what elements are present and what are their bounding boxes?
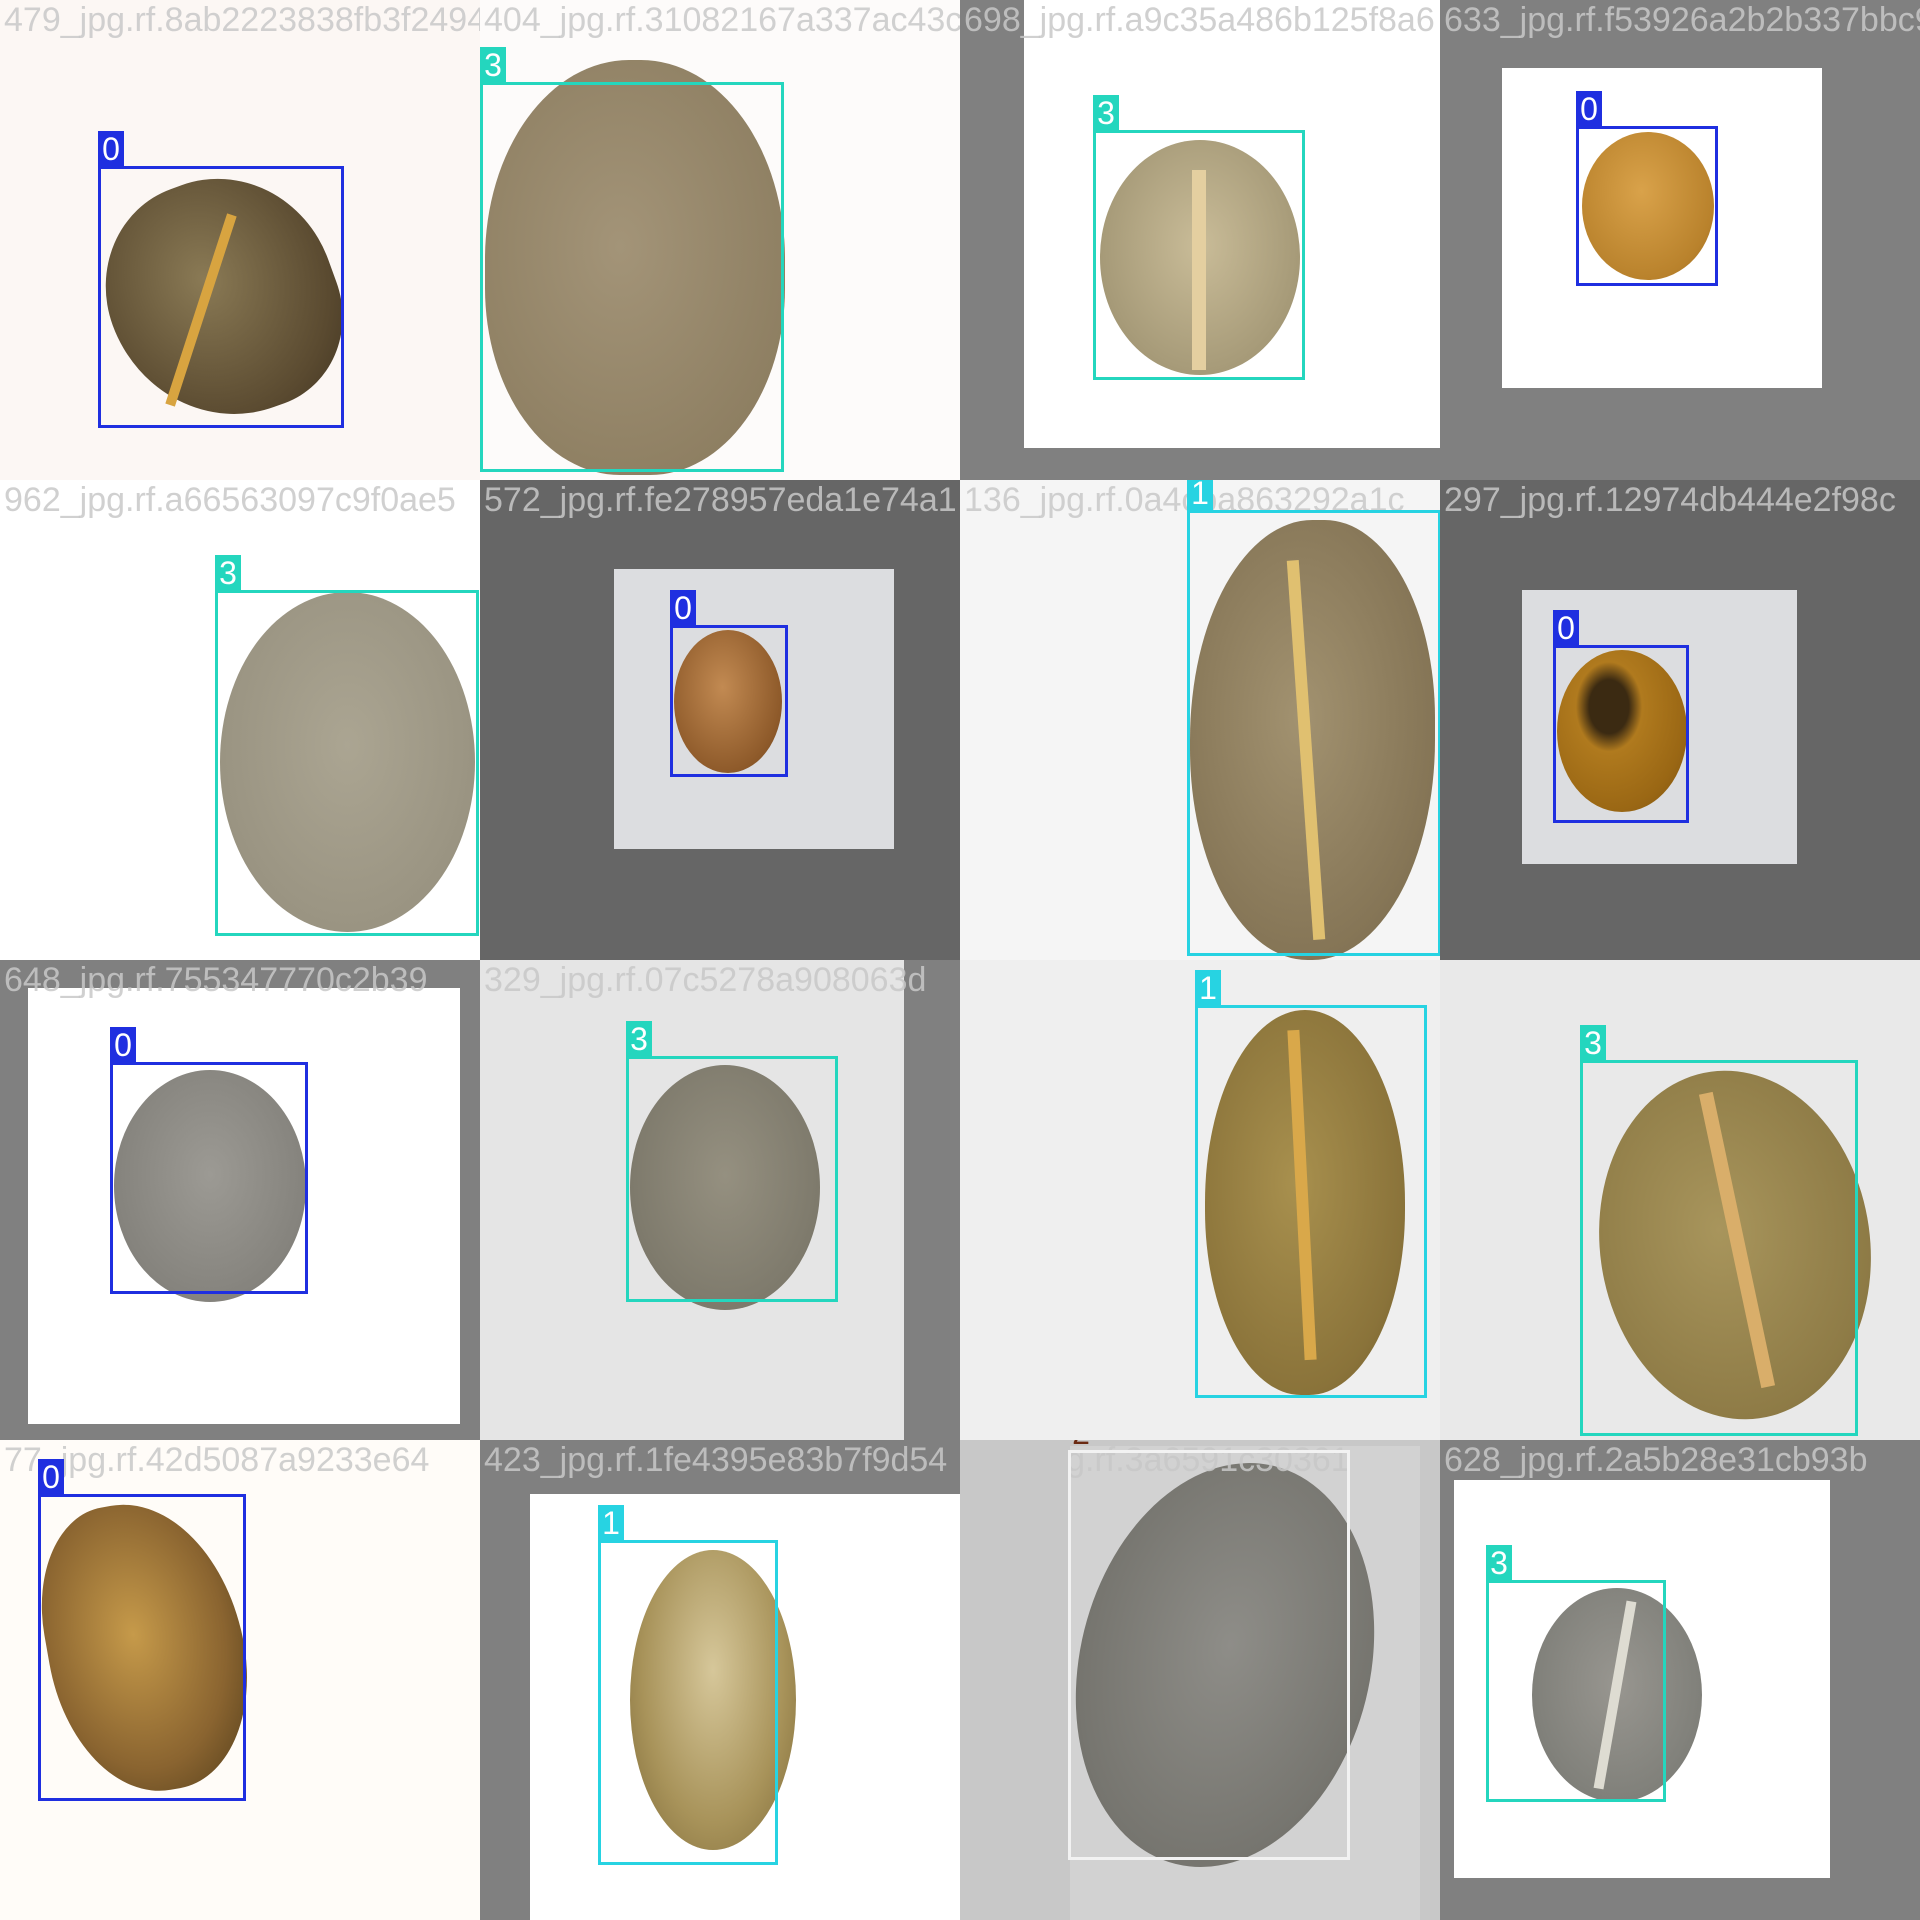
tile: 698_jpg.rf.a9c35a486b125f8a6 3 xyxy=(960,0,1440,480)
class-label: 2 xyxy=(1068,1440,1094,1451)
coffee-bean-image xyxy=(1582,132,1714,280)
detection-box: 0 xyxy=(670,590,788,777)
image-filename: 628_jpg.rf.2a5b28e31cb93b xyxy=(1444,1441,1868,1479)
image-filename: 633_jpg.rf.f53926a2b2b337bbc9 xyxy=(1444,1,1920,39)
detection-box: 3 xyxy=(626,1021,838,1302)
image-filename: 329_jpg.rf.07c5278a908063d xyxy=(484,961,927,999)
tile: 648_jpg.rf.755347770c2b39 0 xyxy=(0,960,480,1440)
class-label: 3 xyxy=(626,1021,652,1057)
detection-box: 3 xyxy=(215,555,479,936)
detection-box: 2 xyxy=(1068,1440,1350,1860)
class-label: 0 xyxy=(1576,91,1602,127)
tile: 77_jpg.rf.42d5087a9233e64 0 xyxy=(0,1440,480,1920)
coffee-bean-image xyxy=(114,1070,306,1302)
detection-box: 0 xyxy=(98,131,344,428)
class-label: 3 xyxy=(215,555,241,591)
detection-box: 1 xyxy=(598,1505,778,1865)
image-filename: 572_jpg.rf.fe278957eda1e74a1 xyxy=(484,481,957,519)
tile: 297_jpg.rf.12974db444e2f98c 0 xyxy=(1440,480,1920,960)
class-label: 3 xyxy=(480,47,506,83)
coffee-bean-image xyxy=(485,60,785,475)
detection-box: 0 xyxy=(1576,91,1718,286)
image-filename: 698_jpg.rf.a9c35a486b125f8a6 xyxy=(964,1,1435,39)
image-filename: 404_jpg.rf.31082167a337ac43c xyxy=(484,1,960,39)
class-label: 1 xyxy=(598,1505,624,1541)
image-filename: 297_jpg.rf.12974db444e2f98c xyxy=(1444,481,1896,519)
detection-box: 3 xyxy=(1580,1025,1858,1436)
image-filename: 77_jpg.rf.42d5087a9233e64 xyxy=(4,1441,430,1479)
class-label: 0 xyxy=(110,1027,136,1063)
tile: 3 xyxy=(1440,960,1920,1440)
tile: 329_jpg.rf.07c5278a908063d 3 xyxy=(480,960,960,1440)
class-label: 0 xyxy=(670,590,696,626)
image-filename: 423_jpg.rf.1fe4395e83b7f9d54 xyxy=(484,1441,948,1479)
detection-box: 1 xyxy=(1187,480,1440,956)
class-label: 1 xyxy=(1195,970,1221,1006)
tile: 572_jpg.rf.fe278957eda1e74a1 0 xyxy=(480,480,960,960)
tile: 1 xyxy=(960,960,1440,1440)
tile: 474_jpg.rf.3a6591c30361 2 xyxy=(960,1440,1440,1920)
tile: 633_jpg.rf.f53926a2b2b337bbc9 0 xyxy=(1440,0,1920,480)
tile: 136_jpg.rf.0a4cba863292a1c 1 xyxy=(960,480,1440,960)
detection-box: 3 xyxy=(1093,95,1305,380)
coffee-bean-image xyxy=(1557,650,1687,812)
tile: 479_jpg.rf.8ab2223838fb3f2494 0 xyxy=(0,0,480,480)
class-label: 0 xyxy=(1553,610,1579,646)
tile: 628_jpg.rf.2a5b28e31cb93b 3 xyxy=(1440,1440,1920,1920)
image-filename: 474_jpg.rf.3a6591c30361 xyxy=(964,1441,1350,1479)
detection-box: 3 xyxy=(1486,1545,1666,1802)
class-label: 1 xyxy=(1187,480,1213,511)
coffee-bean-image xyxy=(1192,170,1206,370)
coffee-bean-image xyxy=(674,630,782,773)
coffee-bean-image xyxy=(630,1550,796,1850)
image-filename: 648_jpg.rf.755347770c2b39 xyxy=(4,961,428,999)
class-label: 0 xyxy=(98,131,124,167)
class-label: 3 xyxy=(1093,95,1119,131)
tile: 423_jpg.rf.1fe4395e83b7f9d54 1 xyxy=(480,1440,960,1920)
class-label: 3 xyxy=(1486,1545,1512,1581)
tile: 404_jpg.rf.31082167a337ac43c 3 xyxy=(480,0,960,480)
class-label: 3 xyxy=(1580,1025,1606,1061)
detection-box: 1 xyxy=(1195,970,1427,1398)
coffee-bean-image xyxy=(630,1065,820,1310)
detection-box: 0 xyxy=(1553,610,1689,823)
image-filename: 962_jpg.rf.a66563097c9f0ae5 xyxy=(4,481,456,519)
coffee-bean-image xyxy=(220,592,475,932)
image-filename: 479_jpg.rf.8ab2223838fb3f2494 xyxy=(4,1,480,39)
class-label: 0 xyxy=(38,1459,64,1495)
detection-box: 0 xyxy=(38,1459,246,1801)
detection-box: 3 xyxy=(480,47,784,472)
tile: 962_jpg.rf.a66563097c9f0ae5 3 xyxy=(0,480,480,960)
detection-box: 0 xyxy=(110,1027,308,1294)
